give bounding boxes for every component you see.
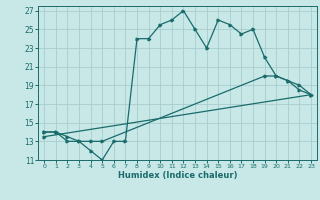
X-axis label: Humidex (Indice chaleur): Humidex (Indice chaleur) [118,171,237,180]
